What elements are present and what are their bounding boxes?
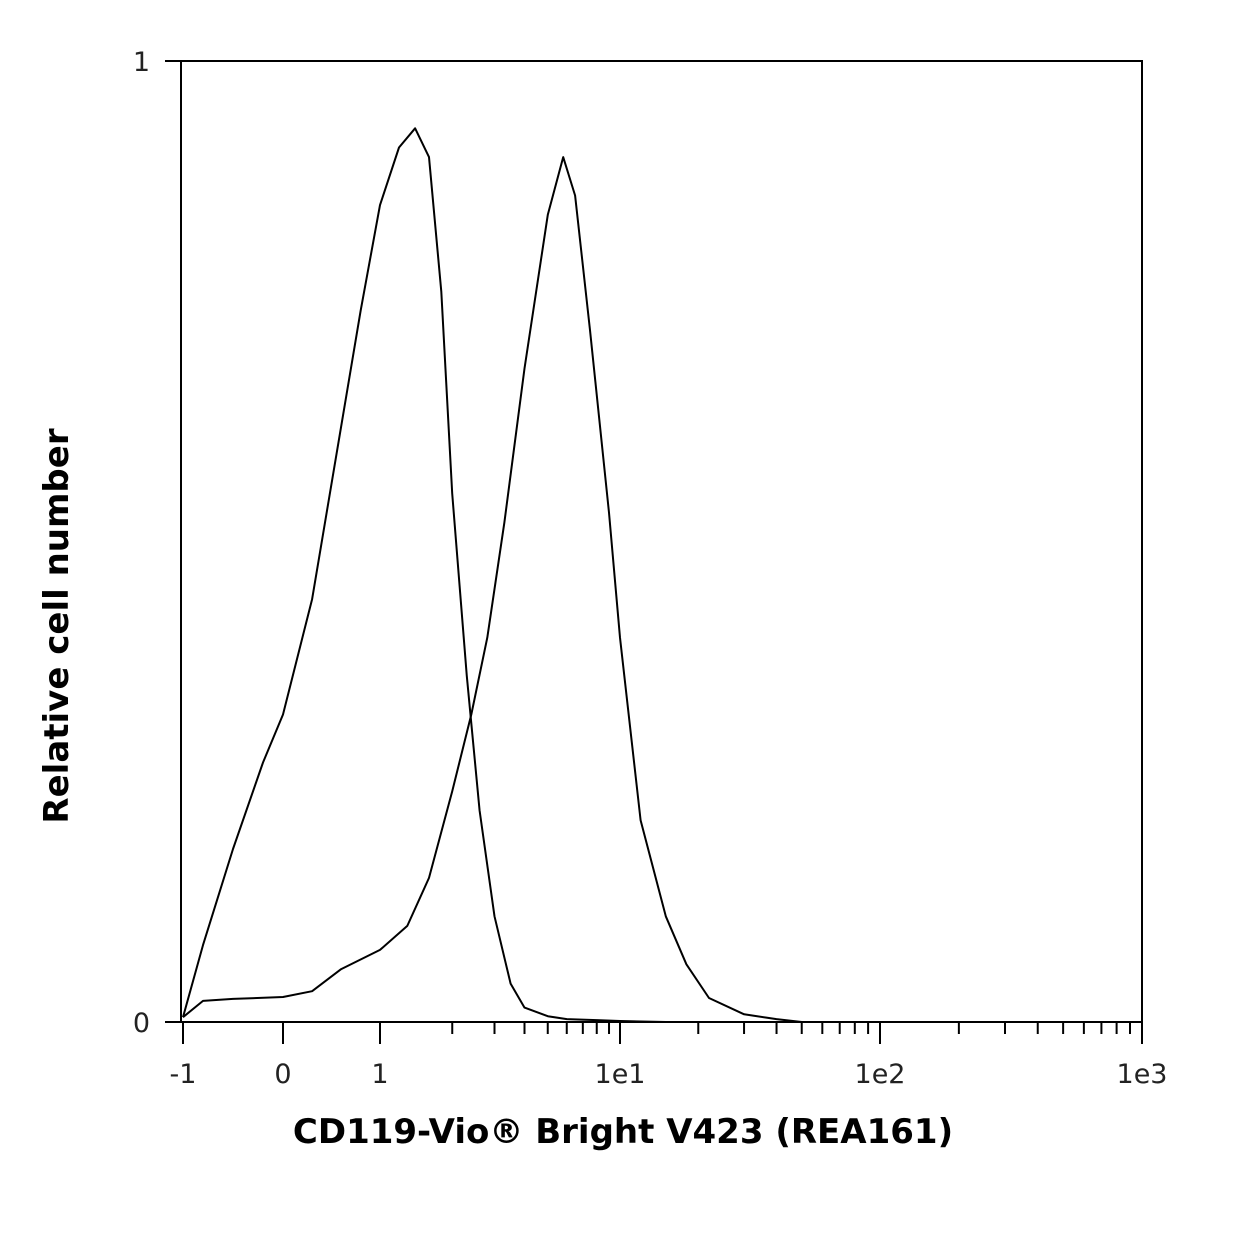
x-tick-label: 1e1 xyxy=(595,1059,646,1090)
histogram-line-1 xyxy=(182,127,666,1023)
axis-ticks xyxy=(165,60,1143,1044)
x-tick-label: 0 xyxy=(274,1059,291,1090)
y-tick-label: 1 xyxy=(133,47,150,78)
x-axis-title: CD119-Vio® Bright V423 (REA161) xyxy=(293,1112,953,1152)
x-tick-label: 1e3 xyxy=(1117,1059,1168,1090)
plot-frame xyxy=(180,60,1143,1023)
x-tick-label: -1 xyxy=(170,1059,197,1090)
y-tick-label: 0 xyxy=(133,1008,150,1039)
histogram-line-2 xyxy=(182,156,802,1023)
x-tick-label: 1e2 xyxy=(855,1059,906,1090)
tick-labels: -1 0 1 1e1 1e2 1e3 0 1 xyxy=(133,47,1168,1090)
series-layer xyxy=(182,127,802,1023)
y-axis-title: Relative cell number xyxy=(37,428,77,823)
x-tick-label: 1 xyxy=(371,1059,388,1090)
